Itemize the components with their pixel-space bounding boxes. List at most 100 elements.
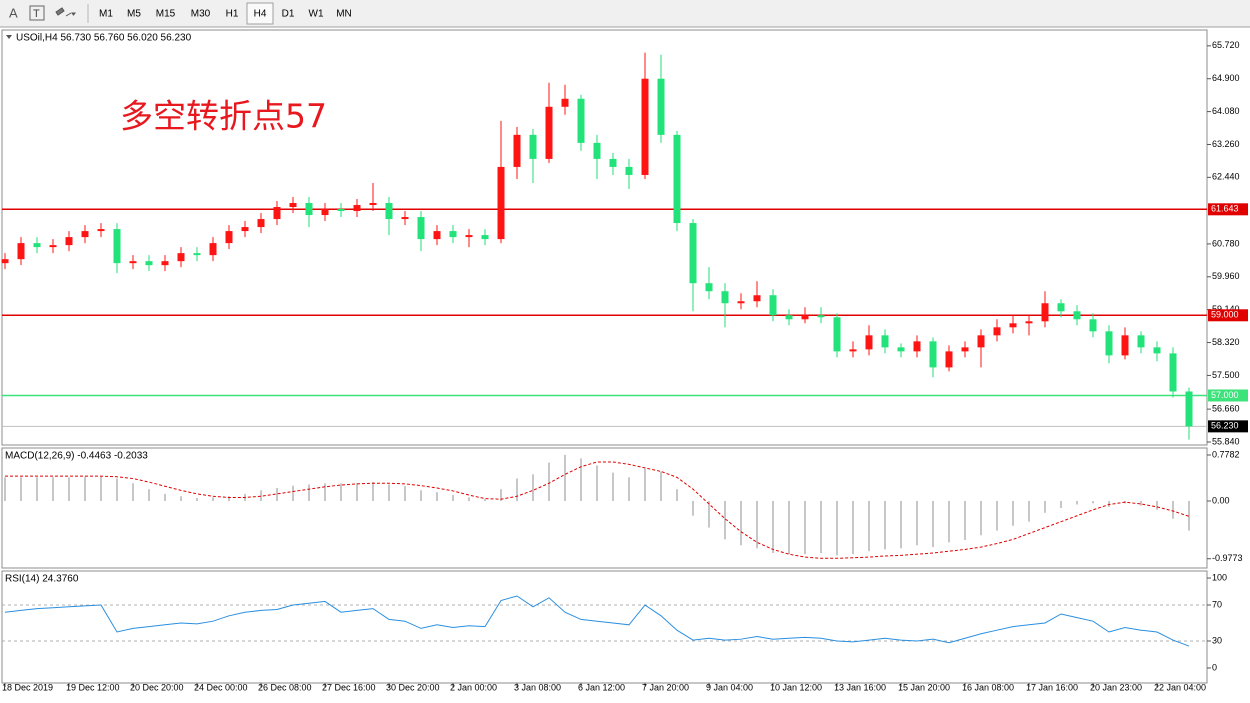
candle-body [433,231,441,240]
candle-body [945,351,953,368]
timeframe-button[interactable]: W1 [309,9,324,20]
text-button[interactable]: T [33,8,40,20]
candle-body [1105,331,1113,356]
candle-body [1121,335,1129,356]
rsi-title: RSI(14) 24.3760 [5,574,79,585]
candle-body [833,317,841,352]
candle-body [961,347,969,352]
x-tick-label: 22 Jan 04:00 [1154,682,1206,692]
candle-body [113,229,121,264]
level-label: 59.000 [1211,310,1239,320]
current-price-label: 56.230 [1211,421,1239,431]
y-tick-label: 56.660 [1212,403,1240,413]
level-label-box [1208,389,1248,402]
candle-body [97,229,105,232]
candle-body [289,203,297,208]
x-tick-label: 17 Jan 16:00 [1026,682,1078,692]
candle-body [561,98,569,107]
candle-body [737,301,745,304]
macd-panel [1,447,1208,569]
candle-body [881,335,889,348]
timeframe-button[interactable]: H1 [226,9,239,20]
y-tick-label: 0.7782 [1212,449,1240,459]
timeframe-button[interactable]: M5 [127,9,141,20]
candle-body [17,243,25,260]
y-tick-label: 63.260 [1212,139,1240,149]
candle-body [353,205,361,212]
candle-body [529,134,537,159]
candle-body [497,166,505,240]
timeframe-button[interactable]: M1 [99,9,113,20]
candle-body [385,203,393,220]
candle-body [1153,347,1161,354]
candle-body [305,203,313,216]
x-tick-label: 7 Jan 20:00 [642,682,689,692]
y-tick-label: 59.960 [1212,271,1240,281]
level-label-box [1208,309,1248,322]
y-tick-label: 59.140 [1212,304,1240,314]
x-tick-label: 13 Jan 16:00 [834,682,886,692]
candle-body [1009,323,1017,328]
y-tick-label: 65.720 [1212,40,1240,50]
candle-body [33,243,41,248]
y-tick-label: 30 [1212,635,1222,645]
candle-body [81,231,89,238]
candle-body [801,315,809,320]
timeframe-button[interactable]: M30 [191,9,211,20]
candle-body [897,347,905,352]
text-button-frame[interactable] [29,5,45,21]
candle-body [193,253,201,256]
candle-body [273,207,281,220]
timeframe-button[interactable]: M15 [156,9,176,20]
timeframe-button[interactable]: H4 [254,9,267,20]
y-tick-label: 62.440 [1212,172,1240,182]
timeframe-button[interactable]: D1 [282,9,295,20]
level-label: 57.000 [1211,390,1239,400]
candle-body [577,98,585,143]
active-timeframe [246,2,274,25]
rsi-line [4,595,1190,647]
candle-body [65,237,73,246]
candle-body [1041,303,1049,322]
candle-body [369,203,377,206]
y-tick-label: 55.840 [1212,436,1240,446]
x-tick-label: 24 Dec 00:00 [194,682,248,692]
candle-body [977,335,985,348]
candle-body [225,231,233,244]
macd-title: MACD(12,26,9) -0.4463 -0.2033 [5,451,148,462]
candle-body [321,209,329,216]
timeframe-button[interactable]: MN [336,9,352,20]
candle-body [929,341,937,368]
font-button[interactable]: A [9,5,18,20]
candle-body [849,349,857,352]
toolbar [0,0,1250,27]
candle-body [785,315,793,320]
candle-body [817,315,825,318]
candle-body [913,341,921,352]
candle-body [1057,303,1065,312]
candle-body [1185,391,1193,427]
candle-body [401,217,409,220]
candle-body [705,283,713,292]
x-tick-label: 15 Jan 20:00 [898,682,950,692]
candle-body [1089,319,1097,332]
candle-body [673,134,681,224]
x-tick-label: 6 Jan 12:00 [578,682,625,692]
candle-body [161,261,169,266]
level-label-box [1208,203,1248,216]
x-tick-label: 2 Jan 00:00 [450,682,497,692]
candle-body [129,261,137,264]
y-tick-label: 70 [1212,599,1222,609]
signal-line [5,461,1190,559]
candle-body [337,209,345,212]
x-tick-label: 18 Dec 2019 [2,682,53,692]
y-tick-label: 58.320 [1212,337,1240,347]
candle-body [593,142,601,159]
x-tick-label: 20 Dec 20:00 [130,682,184,692]
shapes-button[interactable] [55,7,76,17]
x-tick-label: 9 Jan 04:00 [706,682,753,692]
candle-body [481,235,489,240]
level-label: 61.643 [1211,204,1239,214]
